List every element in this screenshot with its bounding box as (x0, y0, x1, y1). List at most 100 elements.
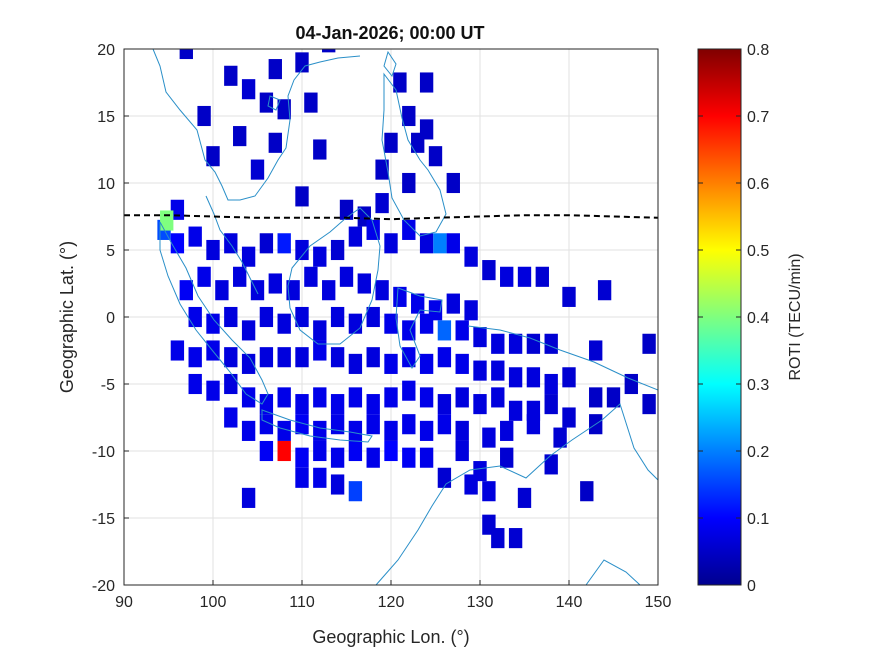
roti-cell (411, 293, 425, 314)
y-axis-label: Geographic Lat. (°) (57, 241, 77, 393)
roti-cell (366, 347, 380, 368)
roti-cell (384, 313, 398, 334)
y-tick-label: -5 (101, 377, 115, 394)
coastlines (152, 49, 658, 585)
roti-cell (348, 481, 363, 502)
roti-cell (384, 233, 398, 254)
roti-cell (553, 427, 567, 448)
roti-cell (188, 347, 202, 368)
roti-cell (357, 273, 371, 294)
roti-cell (491, 528, 505, 549)
roti-cell (589, 340, 603, 361)
roti-cell (419, 420, 434, 441)
roti-cell (508, 400, 523, 421)
roti-cell (508, 367, 523, 388)
roti-cell (206, 313, 220, 334)
roti-cell (419, 233, 434, 254)
roti-cell (313, 246, 327, 267)
roti-cell (259, 414, 274, 435)
roti-cell (170, 233, 185, 254)
roti-cell (517, 487, 532, 508)
roti-cell (330, 347, 345, 368)
roti-cell (224, 373, 238, 395)
coastline-philippines (381, 72, 447, 237)
chart-title: 04-Jan-2026; 00:00 UT (295, 23, 484, 43)
roti-cell (446, 233, 460, 254)
x-axis-label: Geographic Lon. (°) (312, 627, 469, 647)
roti-cell (384, 132, 398, 153)
roti-cell (188, 306, 202, 328)
roti-cell (259, 440, 274, 462)
coastline-taiwan-hainan (267, 50, 397, 111)
y-axis-ticks: 20 15 10 5 0 -5 -10 -15 -20 (92, 42, 129, 595)
y-tick-label: 20 (97, 42, 115, 59)
roti-cell (313, 340, 327, 361)
y-tick-label: 10 (97, 176, 115, 193)
roti-cell (500, 420, 514, 441)
roti-cell (402, 172, 416, 194)
roti-cell (160, 210, 174, 231)
roti-cell (366, 394, 380, 415)
colorbar-tick-label: 0.6 (747, 176, 769, 193)
x-tick-label: 90 (115, 594, 133, 611)
roti-cell (295, 414, 309, 435)
roti-cell (433, 233, 447, 254)
roti-cell (437, 394, 452, 415)
roti-cell (241, 246, 256, 267)
roti-cell (411, 132, 425, 153)
roti-cell (313, 387, 327, 408)
roti-cell (268, 132, 282, 153)
roti-cell (464, 246, 478, 267)
roti-cell (455, 440, 469, 462)
roti-cell (188, 373, 202, 395)
roti-cell (455, 320, 469, 341)
roti-cell (224, 347, 238, 368)
roti-cell (455, 387, 469, 408)
roti-cell (642, 333, 656, 354)
roti-cell (428, 146, 443, 167)
roti-cell (366, 447, 380, 468)
roti-cell (259, 394, 274, 415)
roti-cell (295, 394, 309, 415)
terminator-line (124, 214, 658, 221)
roti-cell (277, 99, 291, 120)
colorbar-tick-label: 0.8 (747, 42, 769, 59)
roti-cell (437, 320, 452, 341)
y-tick-label: -10 (92, 444, 115, 461)
roti-cell (419, 387, 434, 408)
colorbar-tick-label: 0 (747, 578, 756, 595)
roti-cell (473, 327, 487, 348)
colorbar: 0 0.1 0.2 0.3 0.4 0.5 0.6 0.7 0.8 ROTI (TECU/min… (697, 42, 804, 595)
roti-cell (384, 440, 398, 462)
roti-cell (259, 92, 274, 113)
roti-cell (455, 353, 469, 374)
roti-cell (366, 414, 380, 435)
roti-cell (464, 300, 478, 321)
roti-cell (446, 172, 460, 194)
coastline-java (261, 409, 373, 443)
roti-cell (277, 347, 291, 368)
roti-cell (526, 333, 541, 354)
roti-cell (330, 447, 345, 468)
roti-cell (322, 280, 336, 301)
colorbar-tick-label: 0.4 (747, 310, 769, 327)
roti-cell (517, 266, 532, 287)
x-tick-label: 130 (467, 594, 494, 611)
roti-cell (277, 420, 291, 441)
colorbar-tick-label: 0.2 (747, 444, 769, 461)
roti-cell (375, 193, 389, 214)
roti-cell (491, 387, 505, 408)
roti-cell (393, 72, 407, 93)
coastline-sulawesi (395, 287, 443, 369)
roti-cell (384, 353, 398, 374)
roti-cell (197, 105, 211, 127)
y-tick-label: 5 (106, 243, 115, 260)
roti-cell (224, 407, 238, 428)
roti-cell (606, 387, 621, 408)
colorbar-tick-label: 0.3 (747, 377, 769, 394)
roti-cell (313, 320, 327, 341)
colorbar-tick-label: 0.7 (747, 109, 769, 126)
roti-cell (259, 233, 274, 254)
roti-cell (259, 347, 274, 368)
